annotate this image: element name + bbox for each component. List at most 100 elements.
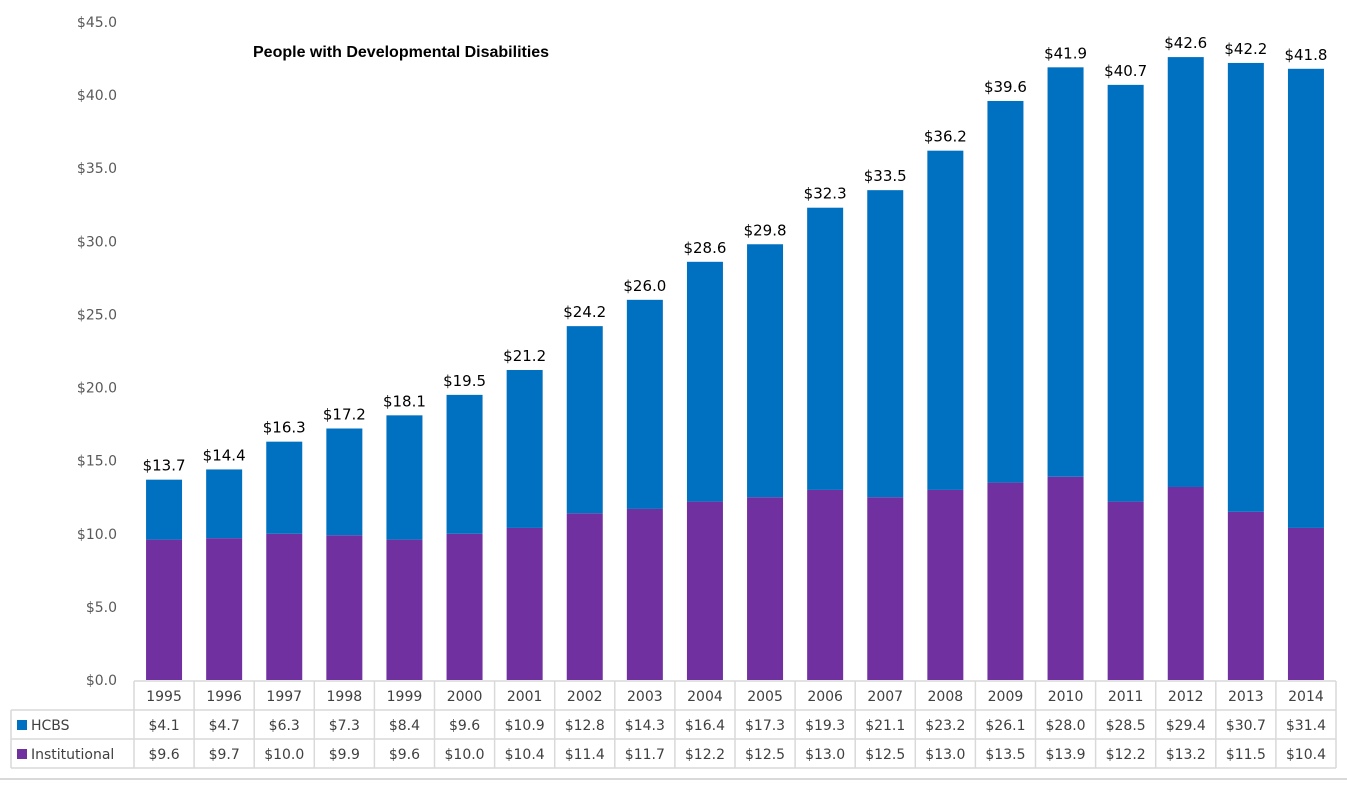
table-cell-institutional: $9.6: [148, 747, 179, 763]
y-tick-label: $15.0: [77, 454, 117, 470]
table-cell-hcbs: $6.3: [269, 718, 300, 734]
x-tick-label: 2005: [747, 689, 783, 705]
total-label: $13.7: [143, 457, 186, 475]
bar-institutional: [1287, 527, 1324, 680]
total-label: $14.4: [203, 446, 246, 464]
table-cell-hcbs: $7.3: [329, 718, 360, 734]
bar-hcbs: [686, 261, 723, 502]
table-cell-hcbs: $12.8: [565, 718, 605, 734]
table-cell-institutional: $13.5: [985, 747, 1025, 763]
bar-hcbs: [386, 415, 423, 540]
total-label: $19.5: [443, 372, 486, 390]
x-tick-label: 2000: [447, 689, 483, 705]
table-cell-institutional: $10.0: [264, 747, 304, 763]
bar-institutional: [626, 508, 663, 680]
x-tick-label: 1999: [387, 689, 423, 705]
table-cell-hcbs: $23.2: [925, 718, 965, 734]
data-table: 1995 1996 1997 1998 1999 2000 2001 2002 2003 2004…: [10, 680, 1337, 769]
x-tick-label: 2014: [1288, 689, 1324, 705]
bar-institutional: [566, 513, 603, 680]
table-cell-institutional: $13.2: [1166, 747, 1206, 763]
table-cell-institutional: $11.4: [565, 747, 605, 763]
table-cell-institutional: $11.7: [625, 747, 665, 763]
x-tick-label: 2004: [687, 689, 723, 705]
bar-hcbs: [1047, 67, 1084, 477]
table-cell-institutional: $12.5: [865, 747, 905, 763]
table-cell-hcbs: $4.1: [148, 718, 179, 734]
y-tick-label: $25.0: [77, 307, 117, 323]
total-label: $24.2: [563, 303, 606, 321]
x-tick-label: 1996: [206, 689, 242, 705]
total-label: $41.8: [1284, 46, 1327, 64]
bar-institutional: [867, 497, 904, 680]
bar-hcbs: [1287, 68, 1324, 528]
x-tick-label: 1998: [327, 689, 363, 705]
y-tick-label: $5.0: [86, 600, 117, 616]
total-label: $18.1: [383, 392, 426, 410]
bar-institutional: [987, 482, 1024, 680]
x-tick-label: 2008: [928, 689, 964, 705]
x-tick-label: 2012: [1168, 689, 1204, 705]
bar-hcbs: [326, 428, 363, 536]
legend-swatch-institutional: [17, 749, 27, 759]
table-cell-hcbs: $28.5: [1106, 718, 1146, 734]
bar-institutional: [386, 539, 423, 680]
x-tick-label: 1995: [146, 689, 182, 705]
total-label: $17.2: [323, 405, 366, 423]
bar-hcbs: [1227, 62, 1264, 512]
x-tick-label: 2003: [627, 689, 663, 705]
bar-hcbs: [927, 150, 964, 490]
bar-hcbs: [566, 326, 603, 514]
table-cell-institutional: $13.0: [805, 747, 845, 763]
table-cell-institutional: $9.7: [209, 747, 240, 763]
total-label: $21.2: [503, 347, 546, 365]
bar-hcbs: [626, 299, 663, 509]
table-cell-institutional: $10.4: [1286, 747, 1326, 763]
bar-institutional: [686, 501, 723, 680]
table-cell-hcbs: $8.4: [389, 718, 420, 734]
bar-institutional: [1047, 476, 1084, 680]
table-cell-institutional: $10.4: [505, 747, 545, 763]
legend-label-hcbs: HCBS: [31, 718, 70, 734]
bar-hcbs: [867, 190, 904, 498]
total-label: $36.2: [924, 128, 967, 146]
bar-hcbs: [446, 394, 483, 534]
bar-institutional: [266, 533, 303, 680]
table-cell-institutional: $12.5: [745, 747, 785, 763]
total-label: $32.3: [804, 185, 847, 203]
total-label: $42.6: [1164, 34, 1207, 52]
table-cell-institutional: $10.0: [445, 747, 485, 763]
bar-hcbs: [747, 244, 784, 498]
x-tick-label: 2009: [988, 689, 1024, 705]
bar-hcbs: [1107, 84, 1144, 502]
bar-hcbs: [266, 441, 303, 534]
table-cell-hcbs: $14.3: [625, 718, 665, 734]
y-tick-label: $35.0: [77, 161, 117, 177]
x-tick-label: 2007: [867, 689, 903, 705]
bar-institutional: [506, 527, 543, 680]
bar-institutional: [1107, 501, 1144, 680]
table-cell-hcbs: $19.3: [805, 718, 845, 734]
x-tick-label: 2006: [807, 689, 843, 705]
bars-group: [146, 57, 1324, 680]
y-tick-label: $0.0: [86, 673, 117, 689]
table-cell-hcbs: $31.4: [1286, 718, 1326, 734]
table-cell-institutional: $13.9: [1046, 747, 1086, 763]
bar-hcbs: [206, 469, 243, 539]
x-tick-label: 2011: [1108, 689, 1144, 705]
table-cell-hcbs: $30.7: [1226, 718, 1266, 734]
table-cell-institutional: $9.9: [329, 747, 360, 763]
y-tick-label: $40.0: [77, 88, 117, 104]
table-cell-hcbs: $17.3: [745, 718, 785, 734]
total-label: $29.8: [744, 221, 787, 239]
y-axis: $0.0 $5.0 $10.0 $15.0 $20.0 $25.0 $30.0 $35.0 $4…: [77, 15, 117, 689]
table-cell-institutional: $12.2: [685, 747, 725, 763]
bar-hcbs: [1167, 57, 1204, 487]
bar-institutional: [146, 539, 183, 680]
bar-institutional: [1167, 486, 1204, 680]
bar-institutional: [446, 533, 483, 680]
x-tick-label: 2001: [507, 689, 543, 705]
x-tick-label: 1997: [266, 689, 302, 705]
